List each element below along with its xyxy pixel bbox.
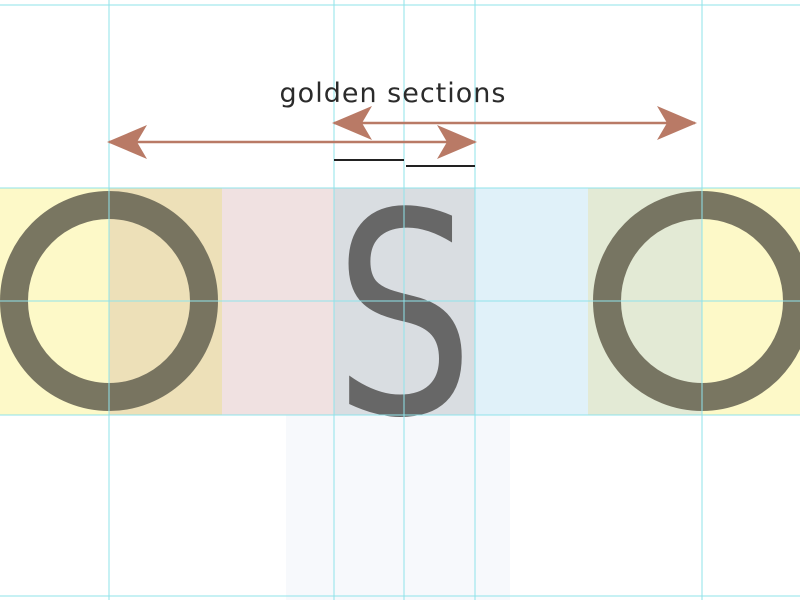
- diagram-caption: golden sections: [280, 78, 507, 109]
- section-segments: [334, 159, 475, 167]
- measurement-arrows: [107, 106, 697, 159]
- faint-column: [286, 415, 510, 600]
